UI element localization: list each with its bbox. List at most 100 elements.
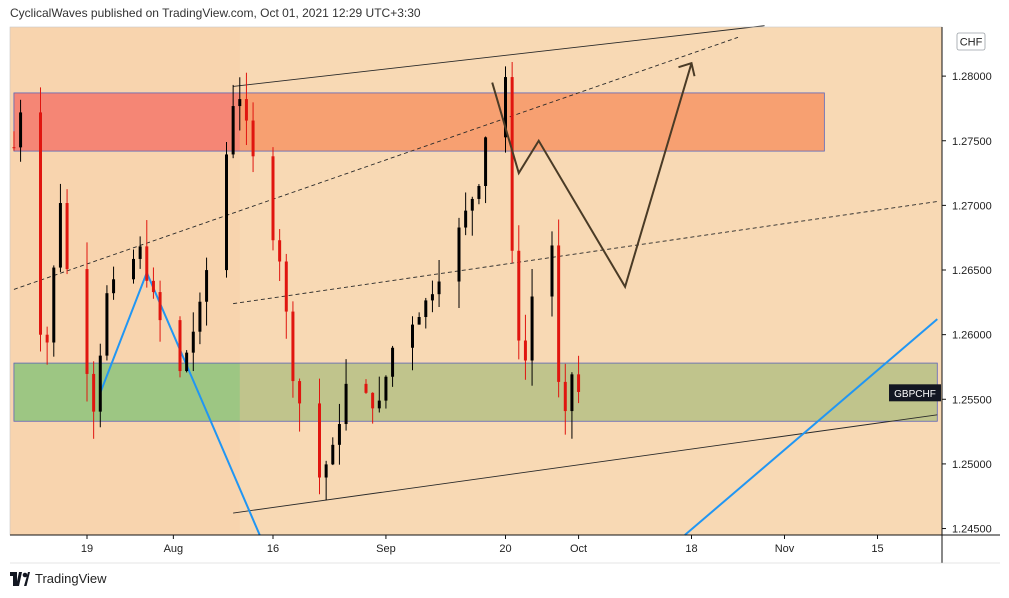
y-tick-label: 1.25000 — [952, 459, 992, 471]
candle-body — [39, 112, 42, 335]
candle — [151, 267, 155, 299]
candle — [284, 253, 288, 339]
candle-body — [145, 246, 149, 281]
candle — [278, 229, 282, 282]
y-tick-label: 1.27000 — [952, 200, 992, 212]
candle — [464, 192, 468, 236]
candle — [271, 147, 275, 251]
candle — [424, 297, 428, 329]
candle-body — [238, 99, 242, 107]
y-tick-label: 1.27500 — [952, 136, 992, 148]
candle — [337, 403, 341, 465]
candle-body — [424, 300, 428, 318]
candle-body — [191, 331, 195, 353]
candle-body — [364, 383, 368, 393]
candle — [391, 345, 395, 387]
candle-body — [477, 185, 481, 199]
candle-body — [384, 376, 388, 401]
candle — [331, 437, 335, 466]
resistance-zone-left — [13, 92, 240, 152]
publisher-header: CyclicalWaves published on TradingView.c… — [10, 6, 421, 20]
candle-body — [291, 311, 295, 382]
candle-body — [52, 267, 56, 343]
candle-body — [563, 381, 567, 412]
candle-body — [391, 347, 395, 377]
candle-body — [298, 381, 302, 404]
candle — [92, 361, 96, 439]
symbol-badge[interactable] — [889, 384, 941, 402]
candle — [225, 141, 228, 278]
candle-body — [331, 444, 335, 465]
candle — [570, 372, 574, 439]
x-tick-label: Sep — [376, 543, 396, 555]
candle — [65, 189, 69, 275]
candle-body — [550, 245, 554, 297]
y-tick-label: 1.25500 — [952, 394, 992, 406]
candle-body — [198, 301, 202, 332]
blue-trend-right-line — [684, 318, 938, 536]
candle-body — [225, 154, 228, 271]
candle — [58, 183, 62, 273]
candle — [510, 62, 514, 263]
candle — [191, 312, 195, 372]
candle-body — [271, 156, 275, 241]
candle — [112, 266, 116, 300]
y-tick-label: 1.28000 — [952, 71, 992, 83]
candle-body — [318, 403, 321, 478]
candle-body — [411, 324, 414, 348]
candle-body — [85, 269, 89, 374]
candle-body — [377, 400, 381, 409]
candle-body — [105, 293, 109, 356]
candle-body — [58, 203, 62, 268]
support-zone-left — [13, 363, 240, 422]
candle — [470, 196, 474, 236]
candle — [45, 326, 49, 365]
candle — [251, 102, 255, 173]
candle — [12, 131, 16, 151]
candle — [298, 378, 302, 432]
candle-body — [112, 279, 116, 294]
candle — [145, 220, 149, 288]
candle-body — [457, 227, 461, 282]
currency-label: CHF — [960, 37, 983, 49]
candle-body — [138, 246, 142, 259]
candle-body — [178, 320, 182, 372]
candle-body — [12, 147, 16, 149]
candle-body — [530, 296, 534, 361]
candle — [530, 269, 534, 386]
candle-body — [45, 334, 49, 343]
candle — [324, 460, 328, 501]
tradingview-brand[interactable]: TradingView — [35, 571, 107, 586]
projection-path — [491, 62, 693, 290]
candle-body — [284, 261, 288, 312]
candle — [430, 280, 434, 313]
candle — [523, 314, 527, 380]
candle — [557, 219, 561, 398]
footer: TradingView — [10, 571, 107, 586]
candle-body — [417, 317, 421, 325]
candle — [52, 265, 56, 357]
tradingview-logo-icon — [10, 571, 30, 586]
candle-body — [151, 280, 155, 293]
candle — [371, 392, 375, 424]
candle-body — [337, 424, 341, 445]
candle — [19, 99, 23, 162]
candle-body — [244, 99, 248, 121]
candle-body — [371, 392, 375, 409]
candle-body — [324, 464, 328, 478]
candle — [39, 87, 42, 352]
candle — [517, 225, 521, 360]
candle — [563, 363, 567, 435]
candle — [437, 260, 441, 308]
y-tick-label: 1.24500 — [952, 524, 992, 536]
candle-body — [231, 106, 235, 155]
candle — [318, 378, 321, 495]
candle — [384, 375, 388, 409]
x-tick-label: 16 — [267, 543, 279, 555]
candle-body — [278, 240, 282, 262]
x-tick-label: 18 — [685, 543, 697, 555]
candle — [417, 312, 421, 325]
x-tick-label: Aug — [164, 543, 184, 555]
y-tick-label: 1.26500 — [952, 265, 992, 277]
